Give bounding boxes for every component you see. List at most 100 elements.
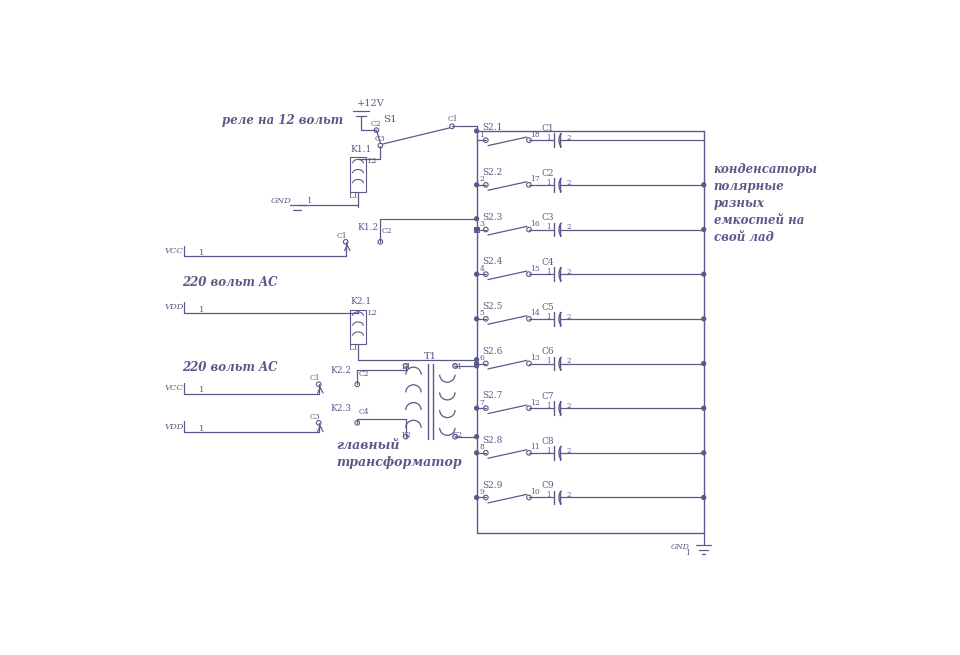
Text: 2: 2: [566, 223, 571, 231]
Text: 14: 14: [531, 309, 540, 318]
Text: K2.3: K2.3: [330, 404, 351, 413]
Text: C2: C2: [359, 369, 370, 377]
Circle shape: [474, 496, 478, 499]
Text: 2: 2: [566, 312, 571, 320]
Text: 1: 1: [546, 179, 550, 187]
Bar: [474, 227, 479, 232]
Text: S2.6: S2.6: [482, 346, 502, 356]
Text: 1: 1: [479, 131, 484, 139]
Text: S2.2: S2.2: [482, 168, 502, 177]
Text: C3: C3: [309, 413, 321, 421]
Text: 1: 1: [546, 134, 550, 142]
Text: S2.1: S2.1: [482, 123, 502, 132]
Circle shape: [474, 362, 478, 365]
Circle shape: [474, 406, 478, 410]
Text: 220 вольт AC: 220 вольт AC: [182, 361, 278, 374]
Text: VCC: VCC: [165, 247, 183, 255]
Text: 2: 2: [566, 357, 571, 365]
Text: 1: 1: [200, 425, 204, 433]
Text: K2.1: K2.1: [350, 297, 372, 307]
Text: P1: P1: [401, 364, 411, 371]
Text: T1: T1: [424, 352, 437, 361]
Text: C2: C2: [371, 120, 381, 128]
Text: C1: C1: [309, 374, 320, 382]
Text: C4: C4: [359, 408, 370, 416]
Text: 2: 2: [566, 447, 571, 455]
Text: L2: L2: [368, 309, 377, 318]
Text: S1: S1: [452, 364, 462, 371]
Text: L1: L1: [348, 344, 359, 352]
Text: 1: 1: [546, 268, 550, 276]
Text: C4: C4: [541, 258, 554, 267]
Text: C5: C5: [541, 303, 554, 312]
Text: 1: 1: [546, 223, 550, 231]
Text: 2: 2: [566, 402, 571, 410]
Text: реле на 12 вольт: реле на 12 вольт: [223, 115, 344, 128]
Text: 1: 1: [546, 402, 550, 410]
Circle shape: [702, 451, 706, 455]
Text: 1: 1: [200, 386, 204, 394]
Circle shape: [474, 435, 478, 439]
Text: 1: 1: [307, 197, 313, 205]
Text: C2: C2: [541, 169, 554, 178]
Circle shape: [702, 183, 706, 187]
Text: 6: 6: [479, 354, 484, 362]
Text: 1: 1: [546, 312, 550, 320]
Text: S2.9: S2.9: [482, 481, 502, 490]
Circle shape: [474, 272, 478, 276]
Circle shape: [474, 364, 478, 367]
Text: 11: 11: [531, 443, 540, 451]
Text: VDD: VDD: [165, 422, 184, 430]
Text: 9: 9: [479, 488, 484, 496]
Circle shape: [702, 496, 706, 499]
Text: C8: C8: [541, 437, 554, 446]
Text: 2: 2: [566, 491, 571, 499]
Text: 2: 2: [566, 268, 571, 276]
Circle shape: [474, 129, 478, 133]
Text: 17: 17: [531, 176, 540, 183]
Text: C9: C9: [541, 481, 554, 491]
Text: 1: 1: [685, 549, 690, 557]
Text: 2: 2: [566, 134, 571, 142]
Text: 18: 18: [531, 131, 540, 139]
Text: главный
трансформатор: главный трансформатор: [337, 440, 463, 470]
Text: конденсаторы
полярные
разных
емкостей на
свой лад: конденсаторы полярные разных емкостей на…: [713, 163, 818, 244]
Bar: [349, 310, 367, 345]
Text: K1.1: K1.1: [350, 145, 372, 154]
Text: C1: C1: [447, 115, 458, 123]
Text: C1: C1: [336, 232, 348, 240]
Text: C3: C3: [374, 136, 385, 143]
Text: S2.8: S2.8: [482, 436, 502, 445]
Text: 8: 8: [479, 443, 484, 451]
Text: 3: 3: [479, 220, 484, 228]
Text: GND: GND: [671, 543, 690, 551]
Text: 10: 10: [531, 488, 540, 496]
Text: 16: 16: [531, 220, 540, 228]
Circle shape: [702, 406, 706, 410]
Text: 1: 1: [200, 250, 204, 257]
Text: 2: 2: [566, 179, 571, 187]
Text: 5: 5: [479, 309, 484, 318]
Text: C7: C7: [541, 392, 554, 401]
Circle shape: [474, 317, 478, 321]
Text: C1: C1: [541, 124, 554, 133]
Text: 2: 2: [479, 176, 484, 183]
Text: +12V: +12V: [357, 99, 385, 107]
Circle shape: [702, 227, 706, 231]
Circle shape: [702, 317, 706, 321]
Text: 220 вольт AC: 220 вольт AC: [182, 276, 278, 289]
Text: S2.5: S2.5: [482, 302, 502, 311]
Text: S1: S1: [383, 115, 396, 124]
Circle shape: [474, 183, 478, 187]
Bar: [349, 157, 367, 192]
Text: 1: 1: [546, 447, 550, 455]
Text: K2.2: K2.2: [330, 366, 351, 375]
Circle shape: [474, 217, 478, 221]
Text: C6: C6: [541, 347, 554, 356]
Text: S2.4: S2.4: [482, 257, 502, 267]
Text: S2.7: S2.7: [482, 391, 502, 400]
Circle shape: [474, 227, 478, 231]
Text: L2: L2: [368, 157, 377, 165]
Circle shape: [702, 272, 706, 276]
Text: VCC: VCC: [165, 384, 183, 392]
